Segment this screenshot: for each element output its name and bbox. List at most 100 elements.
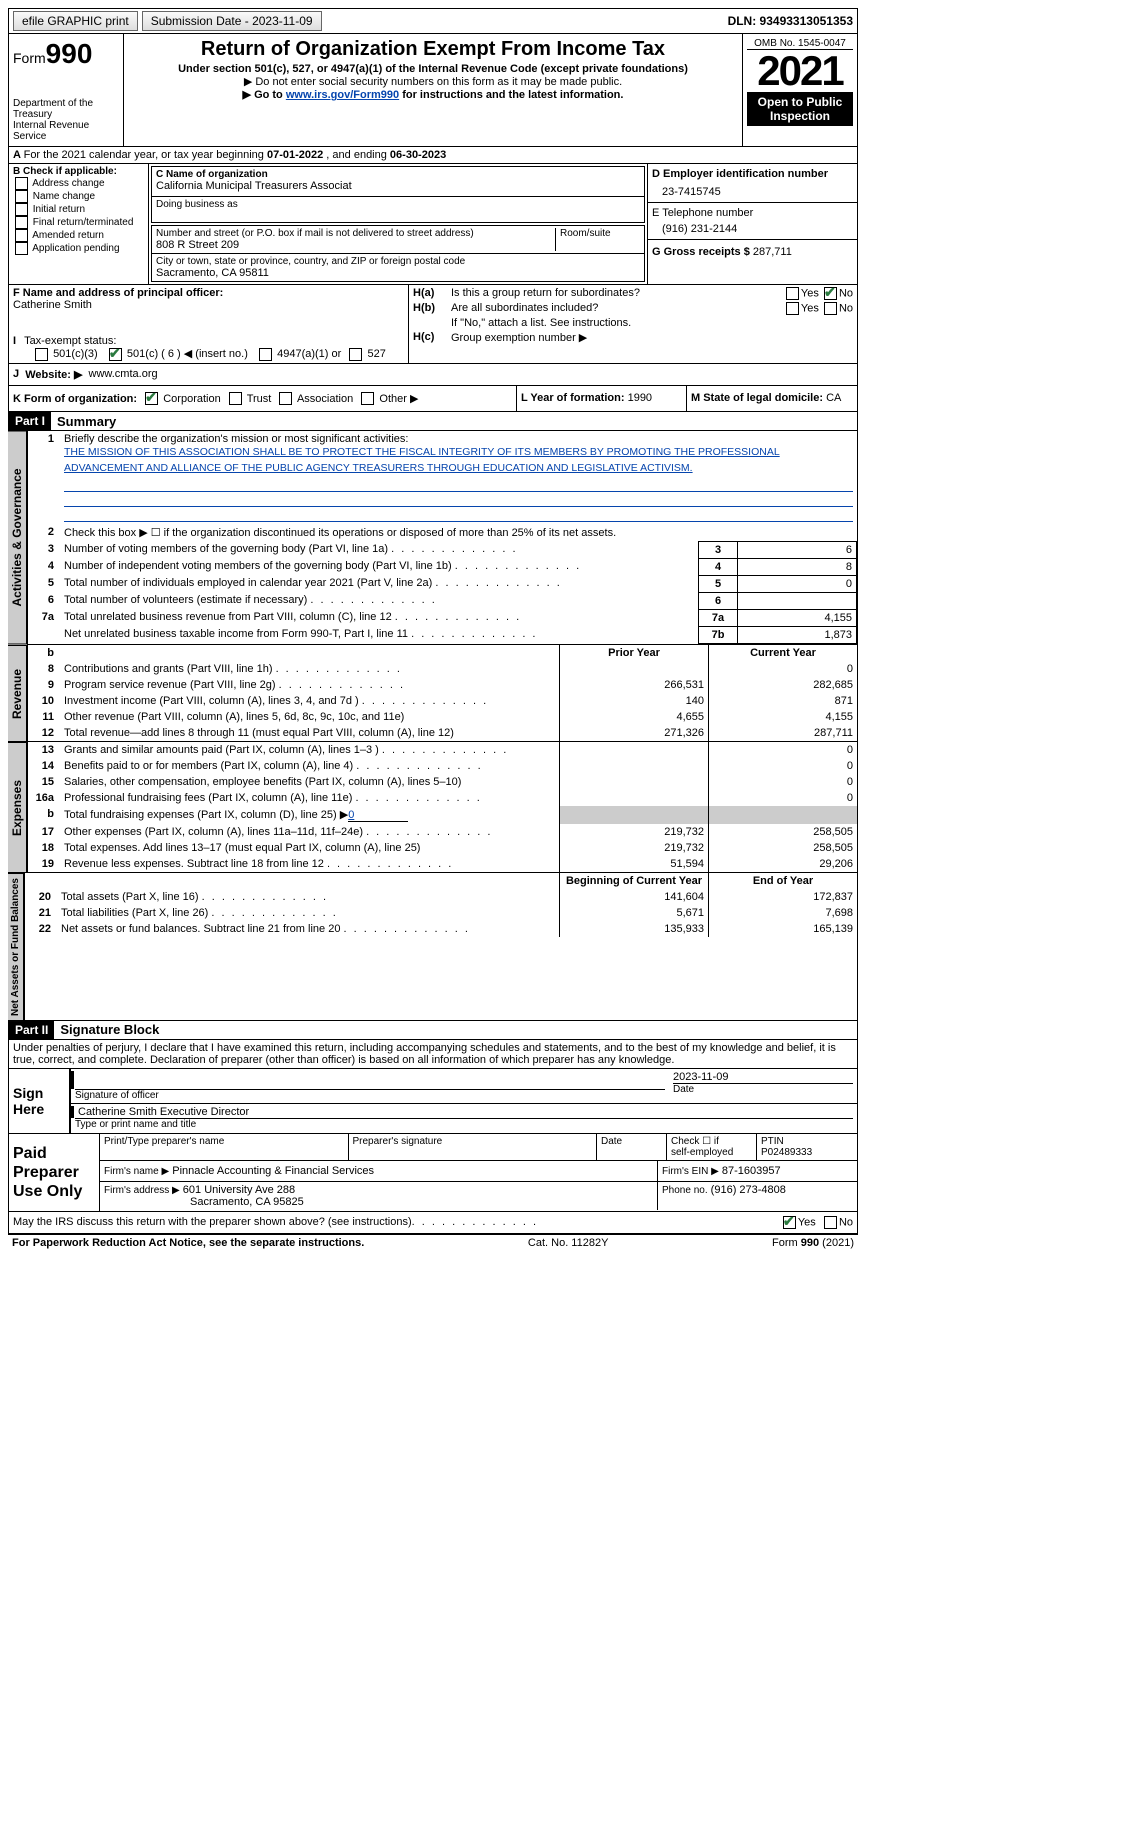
efile-print-button[interactable]: efile GRAPHIC print [13, 11, 138, 31]
subtitle-2: ▶ Do not enter social security numbers o… [126, 75, 740, 88]
officer-name: Catherine Smith [13, 299, 404, 311]
q2-text: Check this box ▶ ☐ if the organization d… [60, 524, 857, 542]
q1-label: Briefly describe the organization's miss… [64, 433, 408, 445]
tax-exempt-label: Tax-exempt status: [24, 335, 116, 347]
section-expenses: Expenses 13Grants and similar amounts pa… [8, 742, 858, 873]
website-label: Website: ▶ [25, 368, 82, 381]
room-suite-label: Room/suite [555, 228, 640, 251]
f-h-row: F Name and address of principal officer:… [8, 285, 858, 364]
goto-post: for instructions and the latest informat… [399, 89, 623, 101]
irs-label: Internal Revenue Service [13, 120, 119, 142]
penalties-text: Under penalties of perjury, I declare th… [8, 1040, 858, 1069]
type-name-label: Type or print name and title [75, 1118, 853, 1130]
section-netassets: Net Assets or Fund Balances Beginning of… [8, 873, 858, 1021]
paperwork-notice: For Paperwork Reduction Act Notice, see … [12, 1237, 364, 1249]
ha-question: Is this a group return for subordinates? [451, 287, 784, 300]
irs-link[interactable]: www.irs.gov/Form990 [286, 89, 399, 101]
v7b: 1,873 [738, 626, 857, 643]
firm-phone: (916) 273-4808 [711, 1184, 786, 1196]
website-row: J Website: ▶ www.cmta.org [8, 364, 858, 386]
ein-value: 23-7415745 [652, 180, 853, 198]
firm-name: Pinnacle Accounting & Financial Services [172, 1165, 374, 1177]
submission-date-button[interactable]: Submission Date - 2023-11-09 [142, 11, 322, 31]
gross-receipts-value: 287,711 [753, 246, 792, 258]
phone-label: E Telephone number [652, 207, 853, 219]
v4: 8 [738, 558, 857, 575]
open-to-public: Open to Public Inspection [747, 92, 853, 126]
sig-date-label: Date [673, 1083, 853, 1095]
form-prefix: Form [13, 50, 46, 66]
vtab-expenses: Expenses [8, 742, 27, 873]
paid-preparer-block: Paid Preparer Use Only Print/Type prepar… [8, 1134, 858, 1213]
chk-ha-no[interactable] [824, 287, 837, 300]
chk-527[interactable] [349, 348, 362, 361]
part1-header: Part I Summary [8, 412, 858, 431]
tax-year: 2021 [747, 50, 853, 92]
chk-final-return[interactable] [15, 216, 28, 229]
chk-hb-no[interactable] [824, 302, 837, 315]
org-name: California Municipal Treasurers Associat [156, 180, 640, 192]
form-number: 990 [46, 38, 93, 69]
discuss-row: May the IRS discuss this return with the… [8, 1212, 858, 1234]
vtab-revenue: Revenue [8, 645, 27, 742]
org-name-label: C Name of organization [156, 169, 640, 180]
section-revenue: Revenue bPrior YearCurrent Year 8Contrib… [8, 645, 858, 742]
goto-pre: ▶ Go to [243, 89, 286, 101]
sig-date: 2023-11-09 [673, 1071, 853, 1083]
catalog-number: Cat. No. 11282Y [528, 1237, 609, 1249]
form-org-label: K Form of organization: [13, 393, 137, 405]
officer-label: F Name and address of principal officer: [13, 287, 404, 299]
v5: 0 [738, 575, 857, 592]
period-row: A For the 2021 calendar year, or tax yea… [8, 147, 858, 164]
chk-corp[interactable] [145, 392, 158, 405]
period-pre: For the 2021 calendar year, or tax year … [24, 149, 267, 161]
firm-ein: 87-1603957 [722, 1165, 781, 1177]
chk-other[interactable] [361, 392, 374, 405]
gross-receipts-label: G Gross receipts $ [652, 246, 750, 258]
sign-here-label: Sign Here [9, 1069, 69, 1133]
firm-addr2: Sacramento, CA 95825 [104, 1196, 304, 1208]
website-value: www.cmta.org [89, 368, 158, 381]
v3: 6 [738, 541, 857, 558]
chk-discuss-no[interactable] [824, 1216, 837, 1229]
v6 [738, 592, 857, 609]
chk-address-change[interactable] [15, 177, 28, 190]
vtab-netassets: Net Assets or Fund Balances [8, 873, 24, 1021]
chk-trust[interactable] [229, 392, 242, 405]
form-title: Return of Organization Exempt From Incom… [126, 38, 740, 61]
street-address: 808 R Street 209 [156, 239, 555, 251]
chk-initial-return[interactable] [15, 203, 28, 216]
part2-header: Part II Signature Block [8, 1021, 858, 1040]
hc-label: Group exemption number ▶ [451, 331, 587, 344]
section-activities: Activities & Governance 1 Briefly descri… [8, 431, 858, 645]
vtab-activities: Activities & Governance [8, 431, 27, 645]
firm-addr1: 601 University Ave 288 [183, 1184, 295, 1196]
phone-value: (916) 231-2144 [652, 219, 853, 235]
dln-label: DLN: 93493313051353 [728, 14, 853, 28]
period-end: 06-30-2023 [390, 149, 446, 161]
chk-ha-yes[interactable] [786, 287, 799, 300]
chk-hb-yes[interactable] [786, 302, 799, 315]
form-footer: 990 [801, 1237, 819, 1249]
chk-discuss-yes[interactable] [783, 1216, 796, 1229]
paid-preparer-label: Paid Preparer Use Only [9, 1134, 99, 1212]
form-header: Form990 Department of the Treasury Inter… [8, 34, 858, 147]
chk-501c3[interactable] [35, 348, 48, 361]
chk-amended-return[interactable] [15, 229, 28, 242]
dba-label: Doing business as [156, 199, 640, 210]
ptin-value: P02489333 [761, 1147, 812, 1158]
entity-grid: B Check if applicable: Address change Na… [8, 164, 858, 285]
chk-name-change[interactable] [15, 190, 28, 203]
chk-4947[interactable] [259, 348, 272, 361]
ein-label: D Employer identification number [652, 168, 853, 180]
chk-501c[interactable] [109, 348, 122, 361]
sig-officer-label: Signature of officer [75, 1089, 665, 1101]
addr-label: Number and street (or P.O. box if mail i… [156, 228, 555, 239]
top-bar: efile GRAPHIC print Submission Date - 20… [8, 8, 858, 34]
chk-assoc[interactable] [279, 392, 292, 405]
year-formation: 1990 [628, 392, 652, 404]
city-label: City or town, state or province, country… [156, 256, 640, 267]
hb-note: If "No," attach a list. See instructions… [413, 317, 853, 329]
officer-printed-name: Catherine Smith Executive Director [78, 1106, 853, 1118]
chk-application-pending[interactable] [15, 242, 28, 255]
